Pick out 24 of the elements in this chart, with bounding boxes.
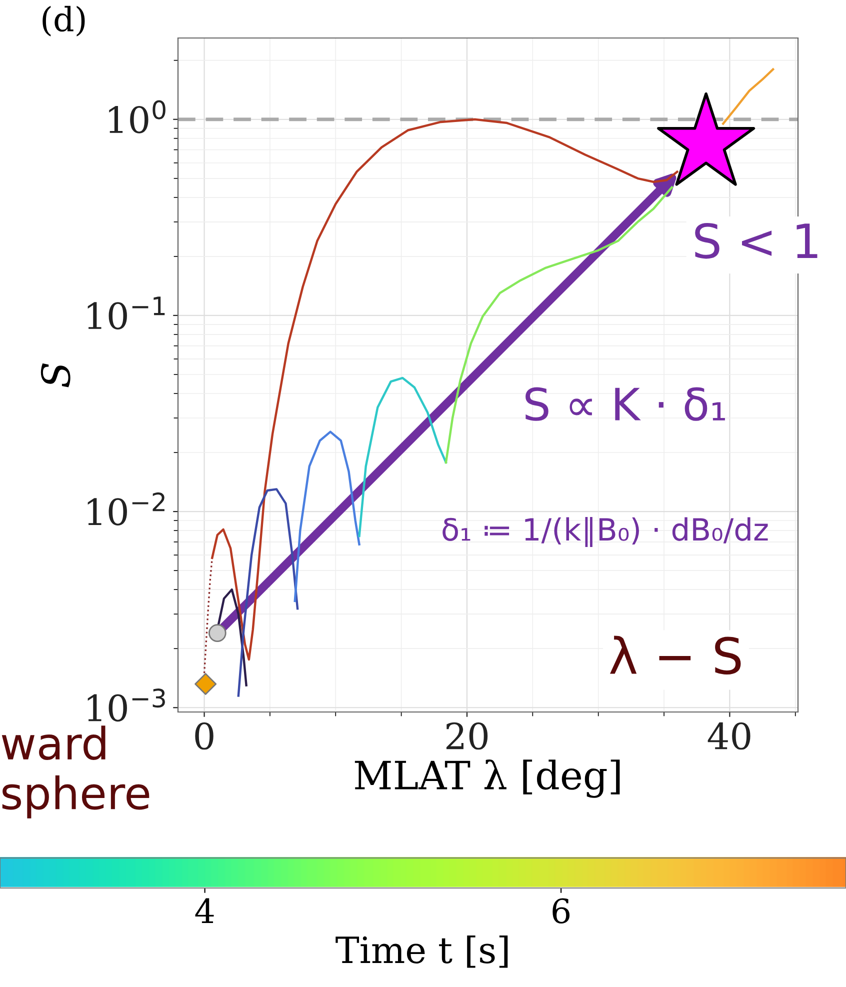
annotation: λ − S [610, 636, 741, 675]
annotation: S < 1 [695, 222, 818, 259]
chart-title: (d) [42, 6, 85, 36]
color-bar-label: 6 [552, 898, 570, 924]
line-series [237, 488, 299, 697]
y-axis-title: S [40, 363, 70, 388]
y-tick-label: 10$^{−3}$ [88, 688, 165, 722]
color-bar-label: 4 [195, 898, 214, 924]
color-bar-title: Time t [s] [336, 936, 508, 968]
text: ward sphere [2, 726, 150, 818]
line-series [294, 430, 360, 602]
point [657, 92, 756, 186]
line-series [722, 68, 774, 125]
point [194, 672, 217, 695]
x-axis-title: MLAT λ [deg] [354, 759, 620, 798]
y-tick-label: 10$^{−2}$ [88, 492, 164, 526]
x-tick-label: 20 [446, 722, 488, 750]
annotation: δ₁ ≔ 1/(k∥B₀) · dB₀/dz [442, 516, 768, 548]
annotation: S ∝ K · δ₁ [526, 387, 725, 421]
y-tick-label: 10$^{0}$ [109, 100, 166, 134]
x-tick-label: 40 [708, 722, 750, 750]
x-tick-label: 0 [195, 722, 214, 750]
y-tick-label: 10$^{−1}$ [88, 296, 165, 330]
point [208, 624, 226, 642]
